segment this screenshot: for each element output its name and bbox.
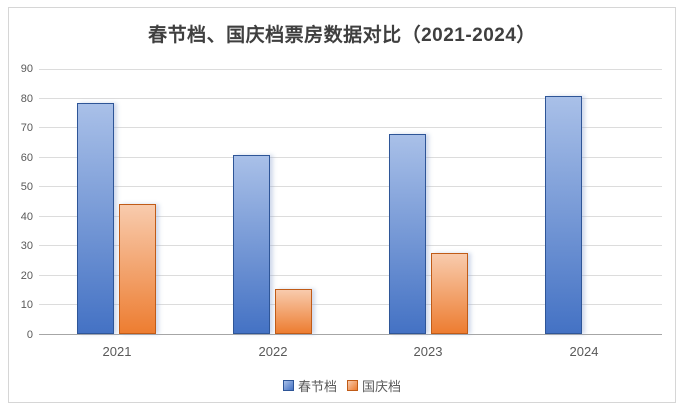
gridline-10 [39,304,662,305]
bar-national-day-2022 [275,289,312,334]
bar-national-day-2023 [431,253,468,334]
x-axis-line [39,334,662,335]
x-axis-label-2021: 2021 [102,344,132,359]
y-tick-label-10: 10 [20,299,33,311]
legend-label-national-day: 国庆档 [362,379,402,394]
chart-card: 春节档、国庆档票房数据对比（2021-2024） 0 10 20 30 40 50 60 70… [8,7,676,403]
plot-area [39,69,662,335]
legend: 春节档 国庆档 [9,376,675,395]
bar-spring-festival-2024 [545,96,582,334]
bar-national-day-2021 [119,204,156,334]
bar-spring-festival-2021 [77,103,114,334]
gridline-90 [39,69,662,70]
gridline-80 [39,98,662,99]
legend-label-spring-festival: 春节档 [297,379,337,394]
y-tick-label-70: 70 [20,122,33,134]
legend-item-spring-festival: 春节档 [282,376,337,395]
gridline-50 [39,186,662,187]
gridline-40 [39,216,662,217]
legend-swatch-national-day [347,380,358,391]
bar-spring-festival-2022 [233,155,270,334]
y-tick-label-0: 0 [26,329,33,341]
y-tick-label-50: 50 [20,181,33,193]
y-tick-label-80: 80 [20,93,33,105]
chart-title: 春节档、国庆档票房数据对比（2021-2024） [148,25,536,46]
gridline-60 [39,157,662,158]
y-tick-label-90: 90 [20,63,33,75]
x-axis-label-2022: 2022 [258,344,288,359]
x-axis-label-2024: 2024 [569,344,599,359]
y-tick-label-30: 30 [20,240,33,252]
legend-item-national-day: 国庆档 [347,376,401,395]
gridline-70 [39,127,662,128]
x-axis-label-2023: 2023 [413,344,443,359]
y-tick-label-60: 60 [20,152,33,164]
legend-swatch-spring-festival [282,380,294,391]
y-tick-label-40: 40 [20,211,33,223]
gridline-30 [39,245,662,246]
y-tick-label-20: 20 [20,270,33,282]
gridline-20 [39,275,662,276]
bar-spring-festival-2023 [389,134,426,334]
